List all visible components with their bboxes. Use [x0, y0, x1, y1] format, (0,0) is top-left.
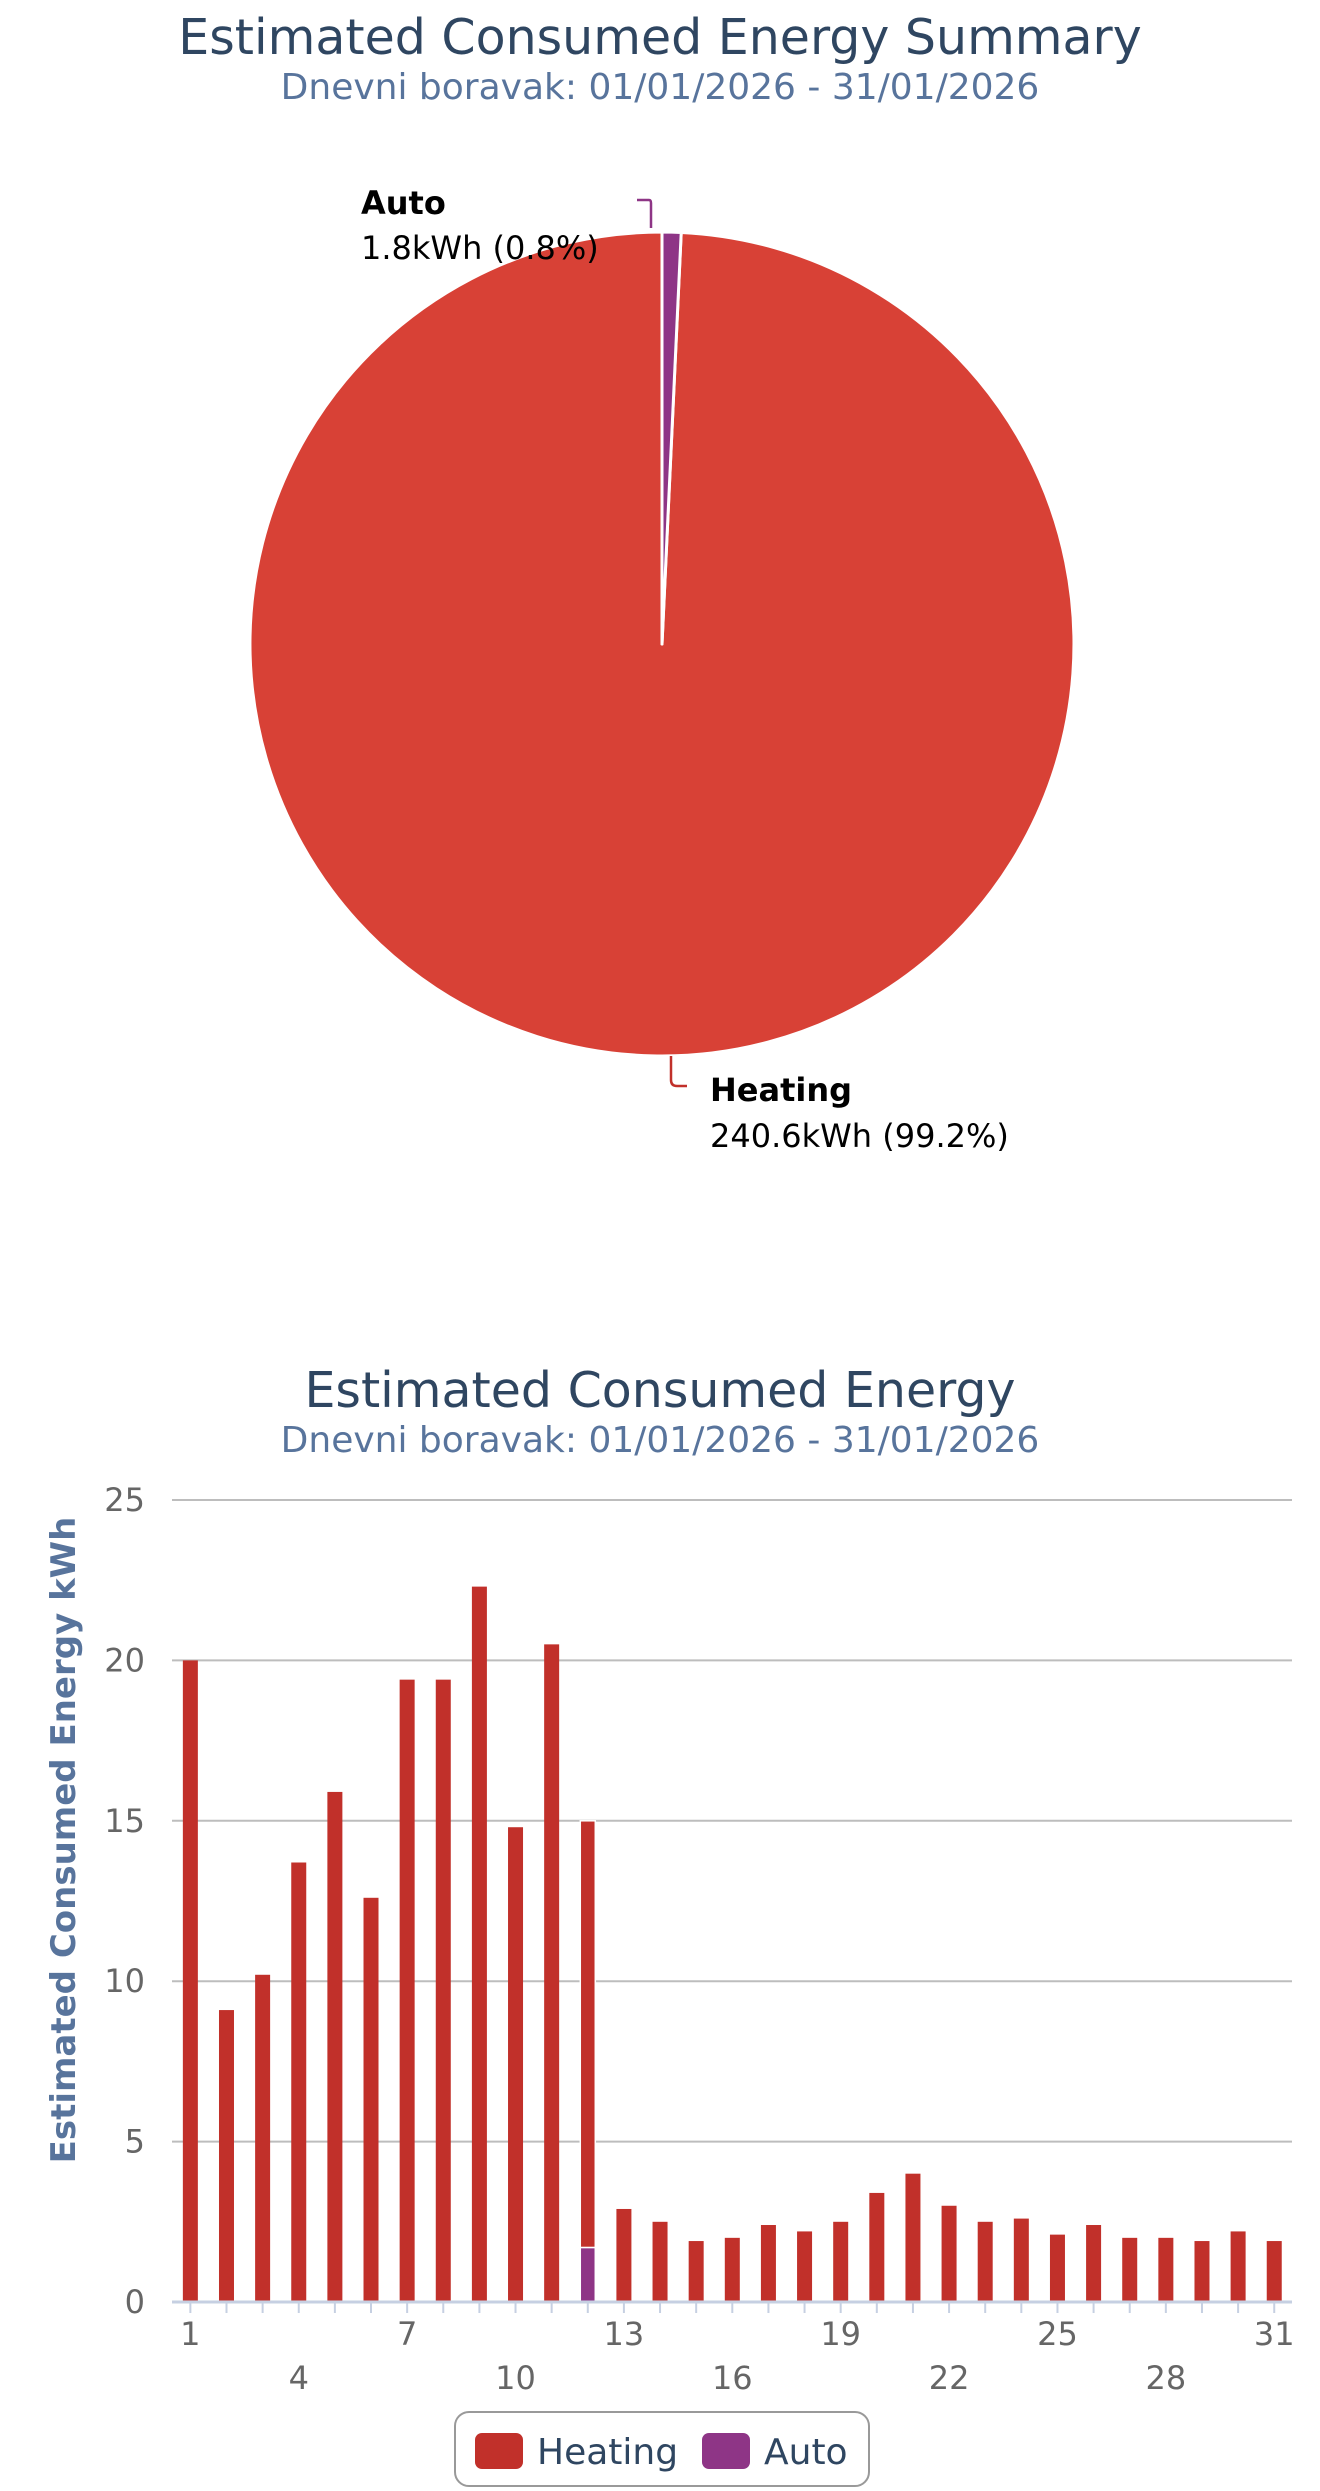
bar-subtitle: Dnevni boravak: 01/01/2026 - 31/01/2026: [281, 1420, 1040, 1461]
pie-title: Estimated Consumed Energy Summary: [178, 9, 1141, 66]
pie-label-heating-name: Heating: [710, 1071, 852, 1109]
pie-label-heating-value: 240.6kWh (99.2%): [710, 1117, 1009, 1155]
pie-label-auto-value: 1.8kWh (0.8%): [361, 229, 599, 267]
bar-heating-day-20[interactable]: [869, 2192, 885, 2302]
y-tick-label-0: 0: [125, 2283, 145, 2321]
pie-slice-auto[interactable]: [660, 230, 683, 646]
x-tick-label-22: 22: [929, 2359, 970, 2397]
bar-heating-day-11[interactable]: [544, 1644, 560, 2302]
bar-gridlines: [172, 1499, 1292, 2143]
bar-title: Estimated Consumed Energy: [304, 1362, 1015, 1419]
bar-heating-day-27[interactable]: [1122, 2237, 1138, 2302]
bar-heating-day-13[interactable]: [616, 2208, 632, 2302]
legend-swatch-heating: [475, 2433, 523, 2469]
y-tick-label-5: 5: [125, 2123, 145, 2161]
pie-label-auto-name: Auto: [361, 184, 446, 222]
bar-x-axis: 1 4 7 10 13 16 19 22 25 28 31: [172, 2300, 1295, 2397]
x-tick-label-13: 13: [604, 2315, 645, 2353]
bar-y-ticks: 0 5 10 15 20 25: [104, 1481, 145, 2321]
x-tick-label-4: 4: [289, 2359, 309, 2397]
bar-heating-day-7[interactable]: [399, 1679, 415, 2302]
bar-heating-day-4[interactable]: [291, 1862, 307, 2303]
x-tick-label-7: 7: [397, 2315, 417, 2353]
legend-item-heating[interactable]: Heating: [475, 2432, 678, 2473]
x-tick-label-16: 16: [712, 2359, 753, 2397]
legend-label-auto: Auto: [764, 2432, 848, 2473]
x-tick-label-31: 31: [1254, 2315, 1295, 2353]
bar-heating-day-28[interactable]: [1158, 2237, 1174, 2302]
bar-heating-day-22[interactable]: [941, 2205, 957, 2302]
y-tick-label-15: 15: [104, 1802, 145, 1840]
bar-heating-day-24[interactable]: [1013, 2218, 1029, 2302]
bar-heating-day-19[interactable]: [833, 2221, 849, 2302]
x-tick-label-25: 25: [1037, 2315, 1078, 2353]
bar-heating-day-8[interactable]: [435, 1679, 451, 2302]
bar-auto-day-12[interactable]: [579, 2246, 597, 2303]
bar-heating-day-9[interactable]: [471, 1586, 487, 2302]
y-tick-label-20: 20: [104, 1641, 145, 1679]
legend-label-heating: Heating: [537, 2432, 678, 2473]
x-tick-label-28: 28: [1145, 2359, 1186, 2397]
bar-heating-day-29[interactable]: [1194, 2241, 1210, 2302]
legend-swatch-auto: [702, 2433, 750, 2469]
bar-heating-day-12[interactable]: [579, 1820, 597, 2249]
y-tick-label-10: 10: [104, 1962, 145, 2000]
bar-heating-day-18[interactable]: [797, 2231, 813, 2302]
bar-heating-day-25[interactable]: [1049, 2234, 1065, 2302]
legend-box: [454, 2411, 870, 2487]
legend-item-auto[interactable]: Auto: [702, 2432, 848, 2473]
x-tick-label-10: 10: [495, 2359, 536, 2397]
bar-heating-day-1[interactable]: [182, 1660, 198, 2302]
bar-series: [182, 1586, 1282, 2303]
bar-heating-day-5[interactable]: [327, 1791, 343, 2302]
bar-heating-day-14[interactable]: [652, 2221, 668, 2302]
bar-heating-day-17[interactable]: [760, 2225, 776, 2302]
bar-heating-day-26[interactable]: [1086, 2225, 1102, 2302]
bar-heating-day-2[interactable]: [218, 2010, 234, 2302]
bar-heating-day-31[interactable]: [1266, 2241, 1282, 2302]
pie-subtitle: Dnevni boravak: 01/01/2026 - 31/01/2026: [281, 67, 1040, 108]
legend: Heating Auto: [454, 2411, 870, 2487]
bar-heating-day-10[interactable]: [508, 1827, 524, 2302]
y-axis-label: Estimated Consumed Energy kWh: [44, 1517, 84, 2164]
heating-label-connector: [669, 1056, 687, 1088]
x-tick-label-1: 1: [180, 2315, 200, 2353]
bar-heating-day-16[interactable]: [724, 2237, 740, 2302]
bar-heating-day-15[interactable]: [688, 2241, 704, 2302]
bar-heating-day-6[interactable]: [363, 1897, 379, 2302]
bar-heating-day-30[interactable]: [1230, 2231, 1246, 2302]
x-tick-label-19: 19: [820, 2315, 861, 2353]
bar-heating-day-3[interactable]: [255, 1974, 271, 2302]
bar-heating-day-21[interactable]: [905, 2173, 921, 2302]
auto-label-connector: [637, 198, 653, 228]
pie-chart: [248, 230, 1076, 1058]
y-tick-label-25: 25: [104, 1481, 145, 1519]
bar-heating-day-23[interactable]: [977, 2221, 993, 2302]
